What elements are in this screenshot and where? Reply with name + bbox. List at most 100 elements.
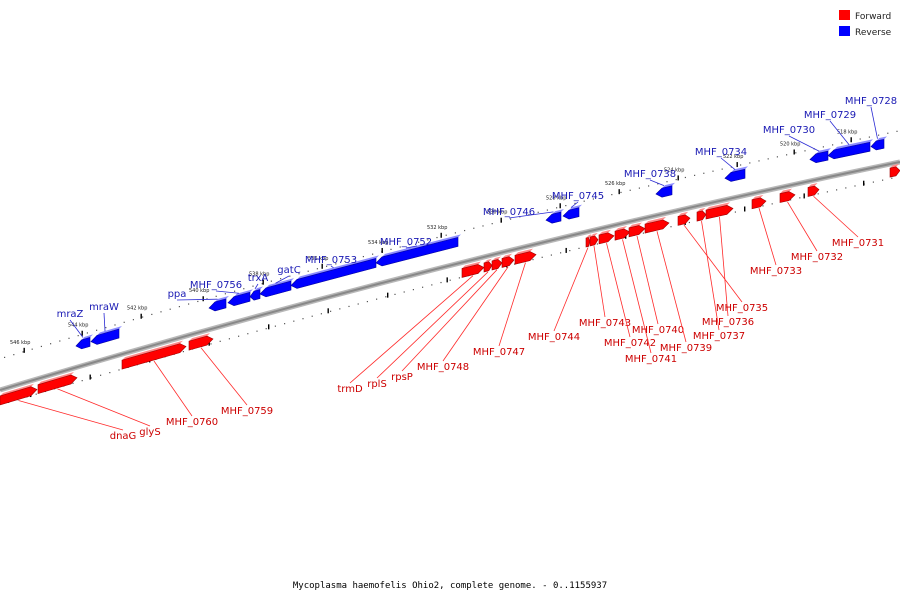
gene-mhf-0747[interactable]	[514, 248, 537, 265]
label-dnag: dnaG	[18, 400, 136, 442]
gene-top-face	[189, 333, 210, 342]
tick-label: 534 kbp	[368, 240, 388, 246]
gene-mhf-0733[interactable]	[751, 194, 767, 210]
tick-dot	[256, 330, 258, 332]
legend-forward-swatch	[839, 10, 850, 20]
gene-ppa[interactable]	[208, 295, 229, 312]
leader-line	[57, 388, 151, 427]
gene-body	[545, 211, 562, 224]
tick-dot	[403, 291, 405, 293]
gene-partial-right[interactable]	[889, 163, 900, 178]
gene-mhf-0736[interactable]	[705, 202, 734, 220]
tick-dot	[464, 229, 466, 232]
tick-dot	[72, 382, 74, 384]
gene-mhf-0756[interactable]	[227, 289, 253, 306]
gene-body	[589, 235, 599, 247]
tick-dot	[132, 319, 134, 321]
gene-top-face	[629, 222, 642, 228]
tick-dot	[565, 205, 567, 207]
tick-dot	[670, 226, 672, 228]
gene-rpsp[interactable]	[491, 256, 503, 271]
tick-dot	[887, 132, 889, 134]
leader-line	[656, 231, 687, 343]
gene-mraw[interactable]	[90, 326, 122, 345]
tick-label: 538 kbp	[249, 272, 269, 278]
leader-line	[176, 298, 218, 301]
label-mhf-0737: MHF_0737	[693, 221, 745, 342]
gene-top-face	[590, 232, 598, 238]
gene-mhf-0738[interactable]	[655, 182, 675, 198]
leader-line	[636, 235, 659, 325]
tick-dot	[22, 351, 24, 353]
gene-mhf-0760[interactable]	[121, 340, 187, 370]
gene-mhf-0743[interactable]	[589, 232, 599, 247]
gene-label-text: MHF_0741	[625, 354, 677, 365]
gene-mhf-0735[interactable]	[677, 211, 691, 226]
gene-label-text: MHF_0747	[473, 347, 525, 358]
gene-body	[598, 232, 615, 245]
gene-label-text: rplS	[367, 379, 387, 390]
gene-mhf-0752[interactable]	[375, 234, 461, 267]
gene-mhf-0746[interactable]	[545, 209, 564, 224]
gene-label-text: MHF_0738	[624, 169, 676, 180]
tick-dot	[13, 354, 15, 356]
tick-dot	[454, 232, 456, 234]
label-mhf-0738: MHF_0738	[624, 169, 676, 187]
major-tick	[850, 137, 852, 143]
tick-dot	[206, 298, 208, 300]
gene-label-text: MHF_0737	[693, 331, 745, 342]
label-mhf-0731: MHF_0731	[813, 195, 884, 249]
tick-dot	[776, 156, 778, 158]
gene-label-text: MHF_0752	[380, 237, 432, 248]
gene-label-text: MHF_0760	[166, 417, 218, 428]
legend-reverse-label: Reverse	[855, 28, 892, 38]
label-mhf-0736: MHF_0736	[702, 216, 754, 328]
gene-mhf-0742[interactable]	[598, 229, 615, 245]
gene-mhf-0732[interactable]	[779, 188, 796, 203]
gene-glys[interactable]	[37, 371, 78, 395]
label-rpls: rplS	[367, 271, 489, 390]
tick-dot	[422, 286, 424, 288]
gene-rpls[interactable]	[483, 258, 493, 273]
tick-dot	[90, 377, 92, 379]
gene-mhf-0748[interactable]	[501, 253, 515, 268]
gene-mhf-0740[interactable]	[628, 222, 646, 238]
gene-body	[655, 185, 673, 198]
gene-mraz[interactable]	[75, 334, 93, 350]
leader-line	[570, 201, 579, 208]
gene-top-face	[215, 295, 229, 302]
gene-trmd[interactable]	[461, 261, 485, 278]
gene-mhf-0729[interactable]	[827, 139, 873, 160]
major-tick	[803, 193, 805, 199]
gene-label-text: MHF_0748	[417, 362, 469, 373]
gene-label-text: gatC	[277, 265, 300, 276]
gene-mhf-0731[interactable]	[807, 183, 820, 197]
gene-dnag[interactable]	[0, 383, 38, 406]
label-mhf-0742: MHF_0742	[604, 243, 656, 349]
gene-top-face	[552, 209, 564, 215]
leader-line	[69, 319, 84, 338]
gene-mhf-0739[interactable]	[644, 216, 670, 234]
gene-mhf-0741[interactable]	[614, 225, 631, 241]
gene-mhf-0759[interactable]	[188, 333, 214, 351]
tick-dot	[243, 288, 245, 290]
gene-top-face	[599, 229, 611, 235]
tick-dot	[59, 340, 61, 342]
gene-mhf-0734[interactable]	[724, 166, 748, 182]
tick-dot	[449, 279, 451, 281]
tick-dot	[50, 343, 52, 345]
gene-top-face	[234, 289, 253, 297]
leader-line	[349, 275, 474, 384]
label-mhf-0728: MHF_0728	[845, 96, 897, 139]
leader-line	[405, 245, 418, 249]
major-tick	[565, 247, 567, 253]
tick-label: 520 kbp	[780, 141, 800, 147]
gene-mhf-0728[interactable]	[870, 136, 887, 151]
tick-label: 532 kbp	[427, 225, 447, 231]
gene-mhf-0745[interactable]	[562, 204, 582, 220]
gene-mhf-0737[interactable]	[696, 207, 707, 222]
label-mraz: mraZ	[57, 309, 84, 338]
label-glys: glyS	[57, 388, 161, 438]
tick-dot	[81, 380, 83, 382]
label-mhf-0743: MHF_0743	[579, 246, 631, 329]
